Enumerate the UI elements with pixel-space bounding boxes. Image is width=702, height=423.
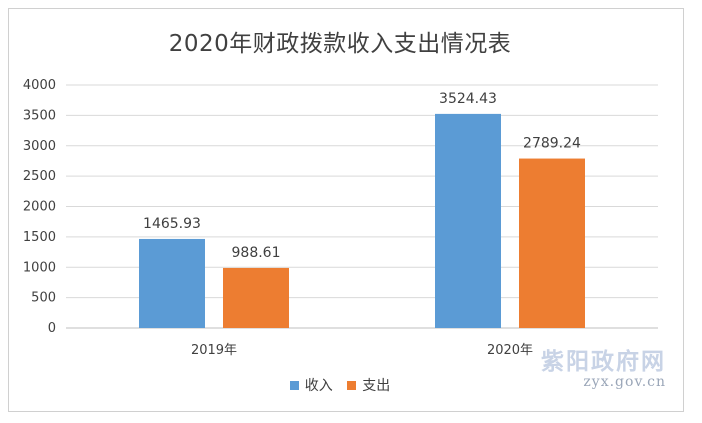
bar-income-1 xyxy=(435,113,501,329)
y-tick-label: 3000 xyxy=(23,139,56,154)
x-axis-ticks: 2019年 2020年 xyxy=(191,343,533,358)
data-label: 2789.24 xyxy=(523,136,581,152)
y-tick-label: 2500 xyxy=(23,169,56,184)
y-tick-label: 2000 xyxy=(23,200,56,215)
y-tick-label: 3500 xyxy=(23,108,56,123)
y-tick-label: 0 xyxy=(48,321,56,336)
watermark-url: zyx.gov.cn xyxy=(583,374,666,391)
bar-expense-0 xyxy=(223,267,289,328)
bars xyxy=(139,113,585,329)
y-tick-label: 4000 xyxy=(23,78,56,93)
legend-swatch-income xyxy=(289,380,299,390)
legend-swatch-expense xyxy=(347,380,357,390)
x-tick-label: 2019年 xyxy=(191,343,237,358)
x-tick-label: 2020年 xyxy=(487,343,533,358)
legend-label-income: 收入 xyxy=(304,378,333,394)
data-labels: 1465.93 988.61 3524.43 2789.24 xyxy=(143,91,581,261)
y-axis-ticks: 0 500 1000 1500 2000 2500 3000 3500 4000 xyxy=(23,78,56,336)
data-label: 988.61 xyxy=(232,245,281,261)
legend-item-income: 收入 xyxy=(289,375,333,395)
legend-label-expense: 支出 xyxy=(362,378,391,394)
data-label: 1465.93 xyxy=(143,216,201,232)
bar-expense-1 xyxy=(519,158,585,328)
y-tick-label: 1000 xyxy=(23,260,56,275)
legend: 收入 支出 xyxy=(0,375,680,395)
chart-title: 2020年财政拨款收入支出情况表 xyxy=(168,31,512,57)
data-label: 3524.43 xyxy=(439,91,497,107)
y-tick-label: 1500 xyxy=(23,230,56,245)
bar-income-0 xyxy=(139,238,205,328)
watermark-name: 紫阳政府网 xyxy=(541,349,666,375)
legend-item-expense: 支出 xyxy=(347,375,390,395)
watermark: 紫阳政府网 zyx.gov.cn xyxy=(541,349,666,391)
y-tick-label: 500 xyxy=(31,291,56,306)
